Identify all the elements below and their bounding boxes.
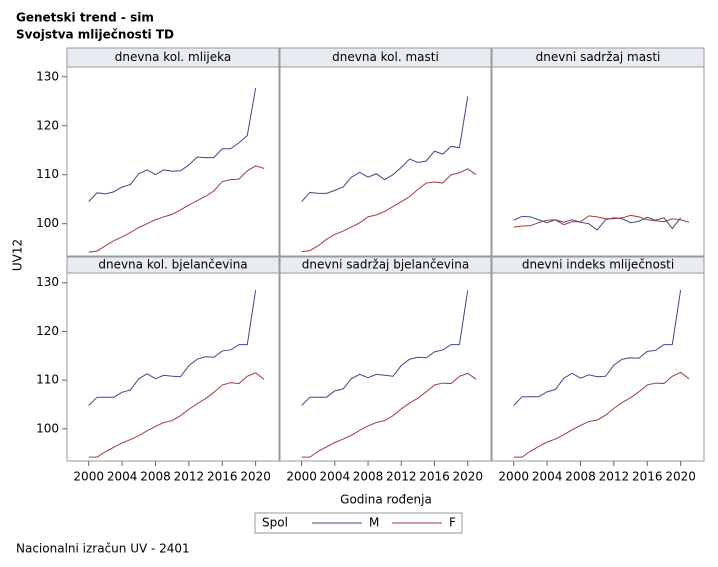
y-tick-label: 110 [36,373,59,387]
panel-title: dnevna kol. mlijeka [115,50,231,64]
series-line [301,96,469,202]
x-tick-label: 2004 [532,470,563,484]
y-tick-label: 120 [36,118,59,132]
panel-title: dnevna kol. masti [332,50,439,64]
y-axis-label: UV12 [11,239,25,271]
chart-subtitle: Svojstva mliječnosti TD [16,28,174,42]
x-tick-label: 2020 [240,470,271,484]
x-tick-label: 2012 [174,470,205,484]
x-tick-label: 2008 [140,470,171,484]
x-tick-label: 2012 [386,470,417,484]
series-line [88,289,257,406]
series-line [301,289,469,406]
x-tick-label: 2020 [665,470,696,484]
plot-area [279,272,492,462]
panel-title: dnevna kol. bjelančevina [98,258,247,272]
x-tick-label: 2020 [452,470,483,484]
series-line [513,371,690,458]
x-tick-label: 2004 [320,470,351,484]
series-line [513,215,682,231]
plot-area [279,66,492,257]
y-tick-label: 100 [36,421,59,435]
panel-title: dnevni sadržaj masti [536,50,661,64]
y-tick-label: 120 [36,324,59,338]
plot-area [491,272,705,462]
legend-label: F [449,516,456,530]
legend-title: Spol [262,516,288,530]
legend-label: M [369,516,379,530]
y-tick-label: 130 [36,275,59,289]
series-line [513,289,682,406]
x-tick-label: 2016 [419,470,450,484]
x-tick-label: 2016 [207,470,238,484]
series-line [513,214,690,228]
series-line [88,165,265,253]
x-tick-label: 2000 [498,470,529,484]
series-line [88,372,265,458]
plot-area [491,66,705,257]
x-tick-label: 2000 [286,470,317,484]
x-tick-label: 2016 [632,470,663,484]
panel-title: dnevni sadržaj bjelančevina [302,258,469,272]
y-tick-label: 130 [36,69,59,83]
y-tick-label: 100 [36,216,59,230]
x-tick-label: 2000 [73,470,104,484]
plot-area [66,272,280,462]
y-tick-label: 110 [36,167,59,181]
series-line [301,372,477,458]
x-tick-label: 2008 [565,470,596,484]
x-tick-label: 2008 [353,470,384,484]
x-tick-label: 2004 [107,470,138,484]
series-line [88,87,257,202]
panel-title: dnevni indeks mliječnosti [522,258,674,272]
x-axis-label: Godina rođenja [340,493,432,507]
chart-title: Genetski trend - sim [16,11,154,25]
x-tick-label: 2012 [599,470,630,484]
footnote: Nacionalni izračun UV - 2401 [16,542,190,556]
series-line [301,168,477,253]
legend-box [254,512,463,534]
plot-area [66,66,280,257]
